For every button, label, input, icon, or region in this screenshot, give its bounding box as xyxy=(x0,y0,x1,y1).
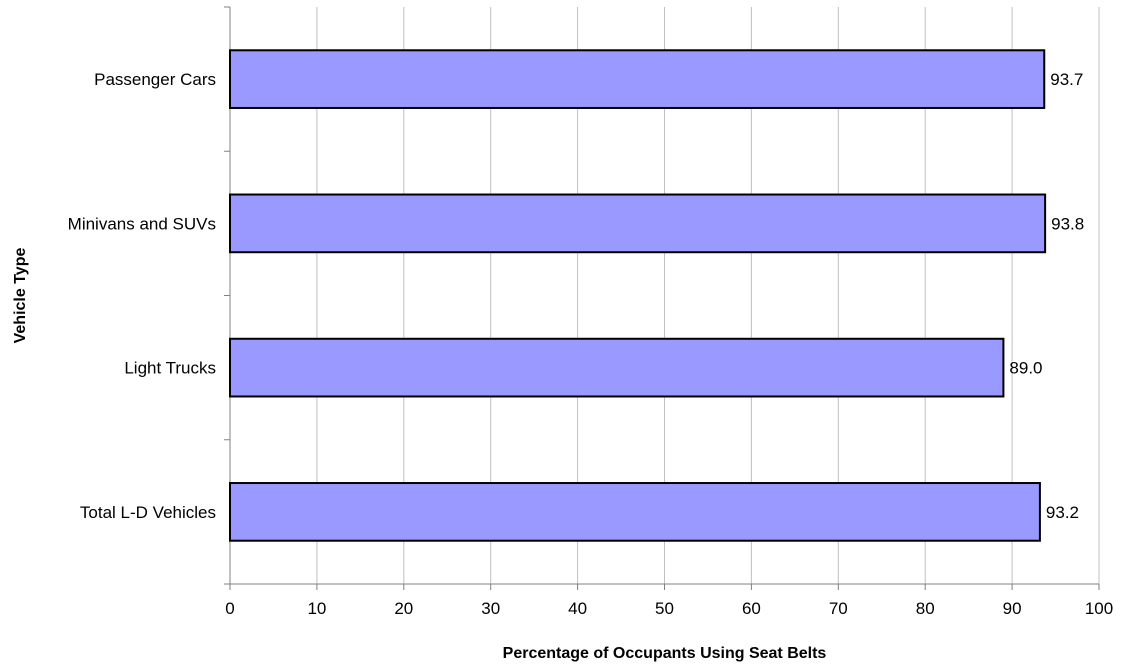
bars: 93.7 93.8 89.0 93.2 xyxy=(229,49,1084,542)
data-label: 93.8 xyxy=(1051,214,1084,233)
bar xyxy=(229,482,1041,542)
x-tick-label: 100 xyxy=(1085,599,1113,618)
x-tick-label: 10 xyxy=(307,599,326,618)
data-label: 93.2 xyxy=(1046,503,1079,522)
x-tick-label: 60 xyxy=(742,599,761,618)
x-tick-label: 80 xyxy=(916,599,935,618)
y-axis-ticks: Passenger Cars Minivans and SUVs Light Tru… xyxy=(68,6,230,585)
x-tick-label: 30 xyxy=(481,599,500,618)
x-tick-label: 40 xyxy=(568,599,587,618)
data-label: 89.0 xyxy=(1009,359,1042,378)
y-category-label: Minivans and SUVs xyxy=(68,214,216,233)
y-axis-title: Vehicle Type xyxy=(12,248,29,344)
y-category-label: Light Trucks xyxy=(124,359,216,378)
x-tick-label: 90 xyxy=(1003,599,1022,618)
x-tick-label: 50 xyxy=(655,599,674,618)
x-tick-label: 0 xyxy=(225,599,234,618)
y-category-label: Total L-D Vehicles xyxy=(80,503,216,522)
bar xyxy=(229,193,1047,254)
bar xyxy=(229,49,1046,109)
y-category-label: Passenger Cars xyxy=(94,70,216,89)
x-tick-label: 20 xyxy=(394,599,413,618)
data-label: 93.7 xyxy=(1050,70,1083,89)
bar xyxy=(229,337,1005,398)
x-axis-title: Percentage of Occupants Using Seat Belts xyxy=(503,645,827,662)
x-axis-ticks: 0 10 20 30 40 50 60 70 80 90 100 xyxy=(225,584,1113,618)
x-tick-label: 70 xyxy=(829,599,848,618)
